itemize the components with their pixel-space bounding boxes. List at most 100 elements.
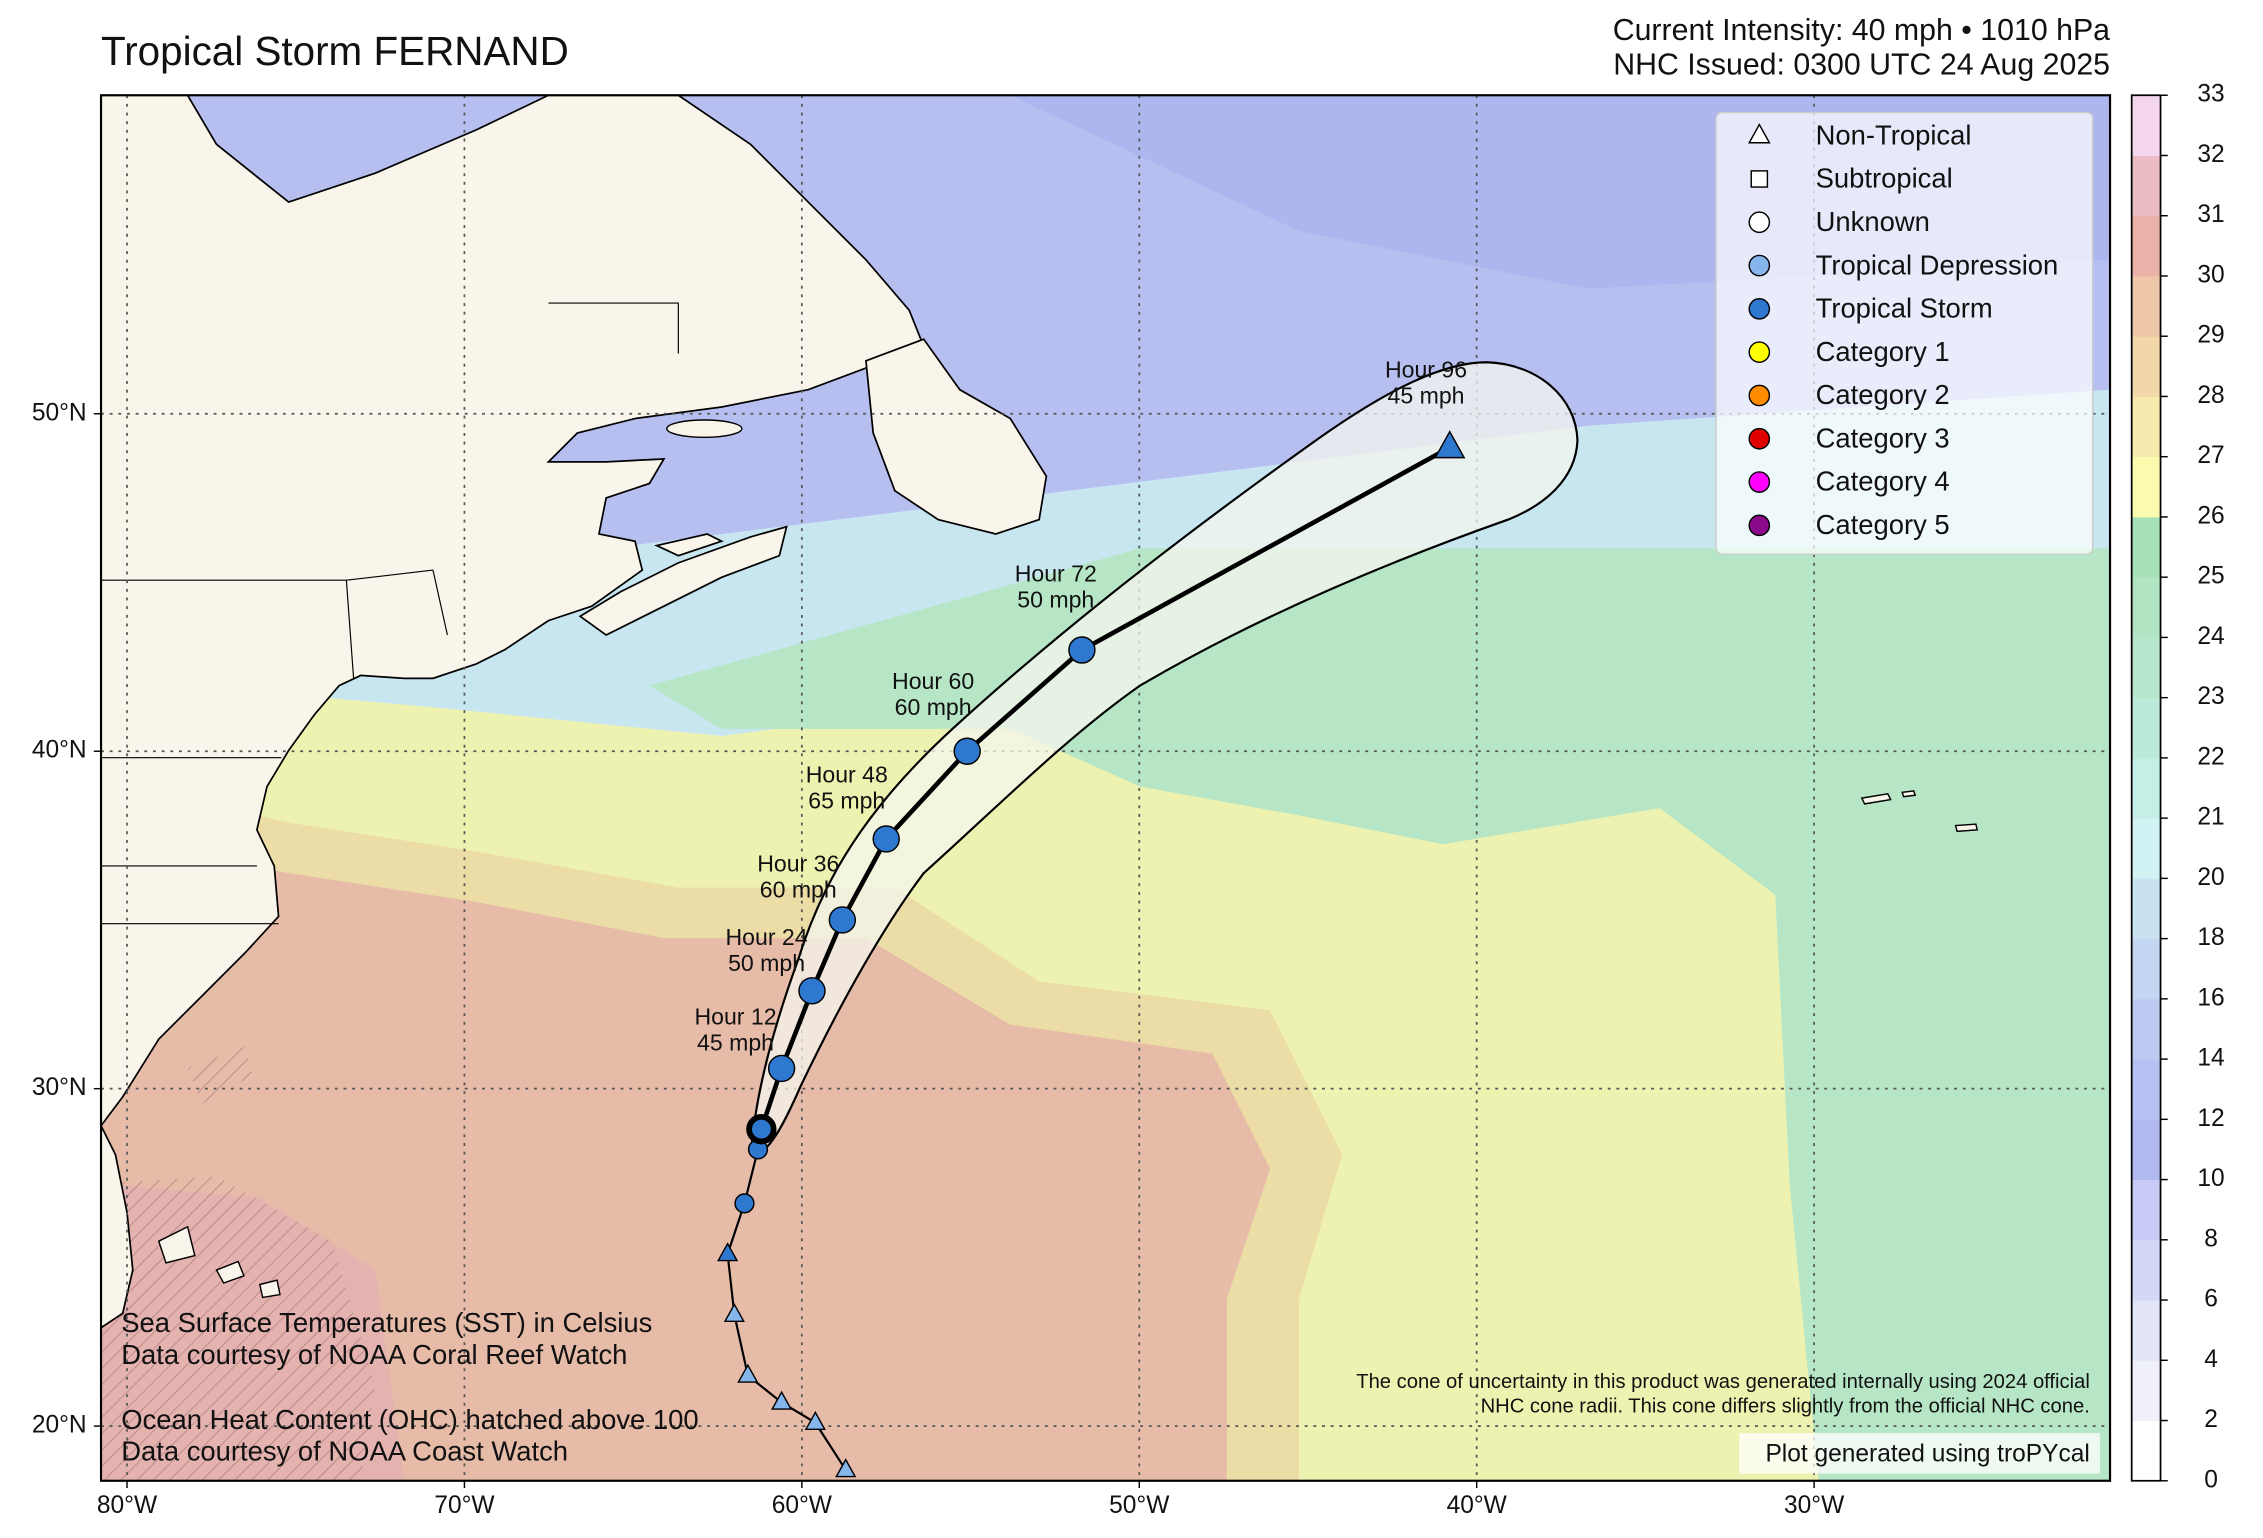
issued: NHC Issued: 0300 UTC 24 Aug 2025: [1613, 48, 2110, 81]
ohc-note: Ocean Heat Content (OHC) hatched above 1…: [121, 1404, 698, 1435]
colorbar-band: [2131, 456, 2161, 518]
y-tick-label: 20°N: [32, 1412, 87, 1439]
storm-marker: [1748, 254, 1771, 277]
colorbar-band: [2131, 577, 2161, 638]
colorbar-band: [2131, 1360, 2161, 1421]
storm-marker: [1068, 636, 1096, 664]
storm-marker: [734, 1193, 755, 1214]
storm-marker: [1748, 211, 1771, 234]
colorbar-label: 8: [2204, 1225, 2218, 1252]
credit: Plot generated using troPYcal: [1765, 1440, 2089, 1467]
colorbar: 0246810121416182021222324252627282930313…: [2130, 81, 2225, 1493]
land: [666, 419, 743, 439]
storm-marker: [1748, 427, 1771, 450]
colorbar-band: [2131, 95, 2161, 156]
storm-marker: [1747, 123, 1771, 144]
forecast-track-line: [759, 445, 1451, 1130]
forecast-wind: 65 mph: [808, 788, 885, 814]
legend-label: Category 3: [1816, 422, 1950, 453]
colorbar-band: [2131, 275, 2161, 337]
colorbar-label: 6: [2204, 1286, 2218, 1313]
legend-label: Category 4: [1816, 466, 1950, 497]
colorbar-band: [2131, 215, 2161, 277]
legend-label: Category 2: [1816, 379, 1950, 410]
forecast-hour: Hour 72: [1015, 560, 1097, 586]
x-tick-label: 30°W: [1784, 1492, 1845, 1519]
forecast-hour: Hour 24: [726, 924, 808, 950]
legend: Non-Tropical Subtropical Unknown Tropical D…: [1715, 111, 2094, 555]
colorbar-band: [2131, 878, 2161, 940]
storm-marker: [1748, 341, 1771, 363]
land: [157, 1225, 281, 1299]
cone: [750, 361, 1579, 1151]
forecast-wind: 45 mph: [1388, 382, 1465, 408]
colorbar-band: [2131, 938, 2161, 1000]
storm-marker: [798, 977, 826, 1005]
colorbar-label: 20: [2197, 864, 2224, 891]
forecast-hour: Hour 96: [1385, 356, 1467, 382]
colorbar-label: 24: [2197, 623, 2224, 650]
colorbar-band: [2131, 1300, 2161, 1361]
colorbar-band: [2131, 1239, 2161, 1301]
grid: [101, 95, 2111, 1481]
x-tick-label: 50°W: [1109, 1492, 1170, 1519]
colorbar-label: 23: [2197, 683, 2224, 710]
colorbar-band: [2131, 336, 2161, 397]
x-tick-label: 70°W: [434, 1492, 495, 1519]
storm-marker: [1750, 170, 1769, 188]
figure-body: Tropical Storm FERNAND Current Intensity…: [32, 14, 2225, 1519]
colorbar-label: 32: [2197, 141, 2224, 168]
legend-label: Category 1: [1816, 336, 1950, 367]
y-tick-label: 40°N: [32, 737, 87, 764]
colorbar-band: [2131, 396, 2161, 458]
x-tick-label: 80°W: [97, 1492, 158, 1519]
colorbar-label: 21: [2197, 804, 2224, 831]
colorbar-band: [2131, 818, 2161, 879]
forecast-hour: Hour 12: [694, 1003, 776, 1029]
storm-marker: [953, 737, 981, 765]
storm-marker: [737, 1363, 759, 1383]
colorbar-band: [2131, 757, 2161, 819]
ohc-note: Data courtesy of NOAA Coast Watch: [121, 1436, 568, 1467]
storm-marker: [828, 906, 857, 934]
forecast-wind: 60 mph: [760, 876, 837, 902]
land: [1860, 790, 1979, 833]
storm-marker: [1748, 471, 1771, 493]
colorbar-label: 30: [2197, 261, 2224, 288]
colorbar-label: 2: [2204, 1406, 2218, 1433]
land: [654, 533, 724, 557]
storm-marker: [723, 1302, 745, 1323]
land: [578, 525, 788, 637]
legend-label: Unknown: [1816, 206, 1930, 237]
colorbar-label: 14: [2197, 1045, 2224, 1072]
forecast-wind: 45 mph: [697, 1029, 774, 1055]
colorbar-label: 29: [2197, 322, 2224, 349]
storm-marker: [804, 1410, 826, 1431]
ohc-hatch: [187, 1046, 253, 1105]
legend-box: [1715, 111, 2094, 555]
storm-marker: [717, 1242, 739, 1262]
y-tick-label: 50°N: [32, 399, 87, 426]
storm-marker: [1748, 384, 1771, 407]
sst-green: [649, 548, 2111, 1481]
credit-box: [1739, 1433, 2100, 1474]
forecast-wind: 50 mph: [1017, 586, 1094, 612]
forecast-hour: Hour 48: [806, 762, 888, 788]
colorbar-label: 4: [2204, 1346, 2218, 1373]
colorbar-label: 22: [2197, 743, 2224, 770]
colorbar-frame: [2130, 94, 2162, 1482]
colorbar-label: 10: [2197, 1165, 2224, 1192]
title: Tropical Storm FERNAND: [101, 28, 569, 74]
legend-label: Non-Tropical: [1816, 119, 1972, 150]
colorbar-label: 25: [2197, 563, 2224, 590]
colorbar-band: [2131, 1059, 2161, 1120]
colorbar-label: 26: [2197, 502, 2224, 529]
colorbar-label: 27: [2197, 442, 2224, 469]
forecast-hour: Hour 36: [757, 850, 839, 876]
forecast-hour: Hour 60: [892, 668, 974, 694]
map-frame: [99, 94, 2112, 1482]
colorbar-band: [2131, 697, 2161, 759]
